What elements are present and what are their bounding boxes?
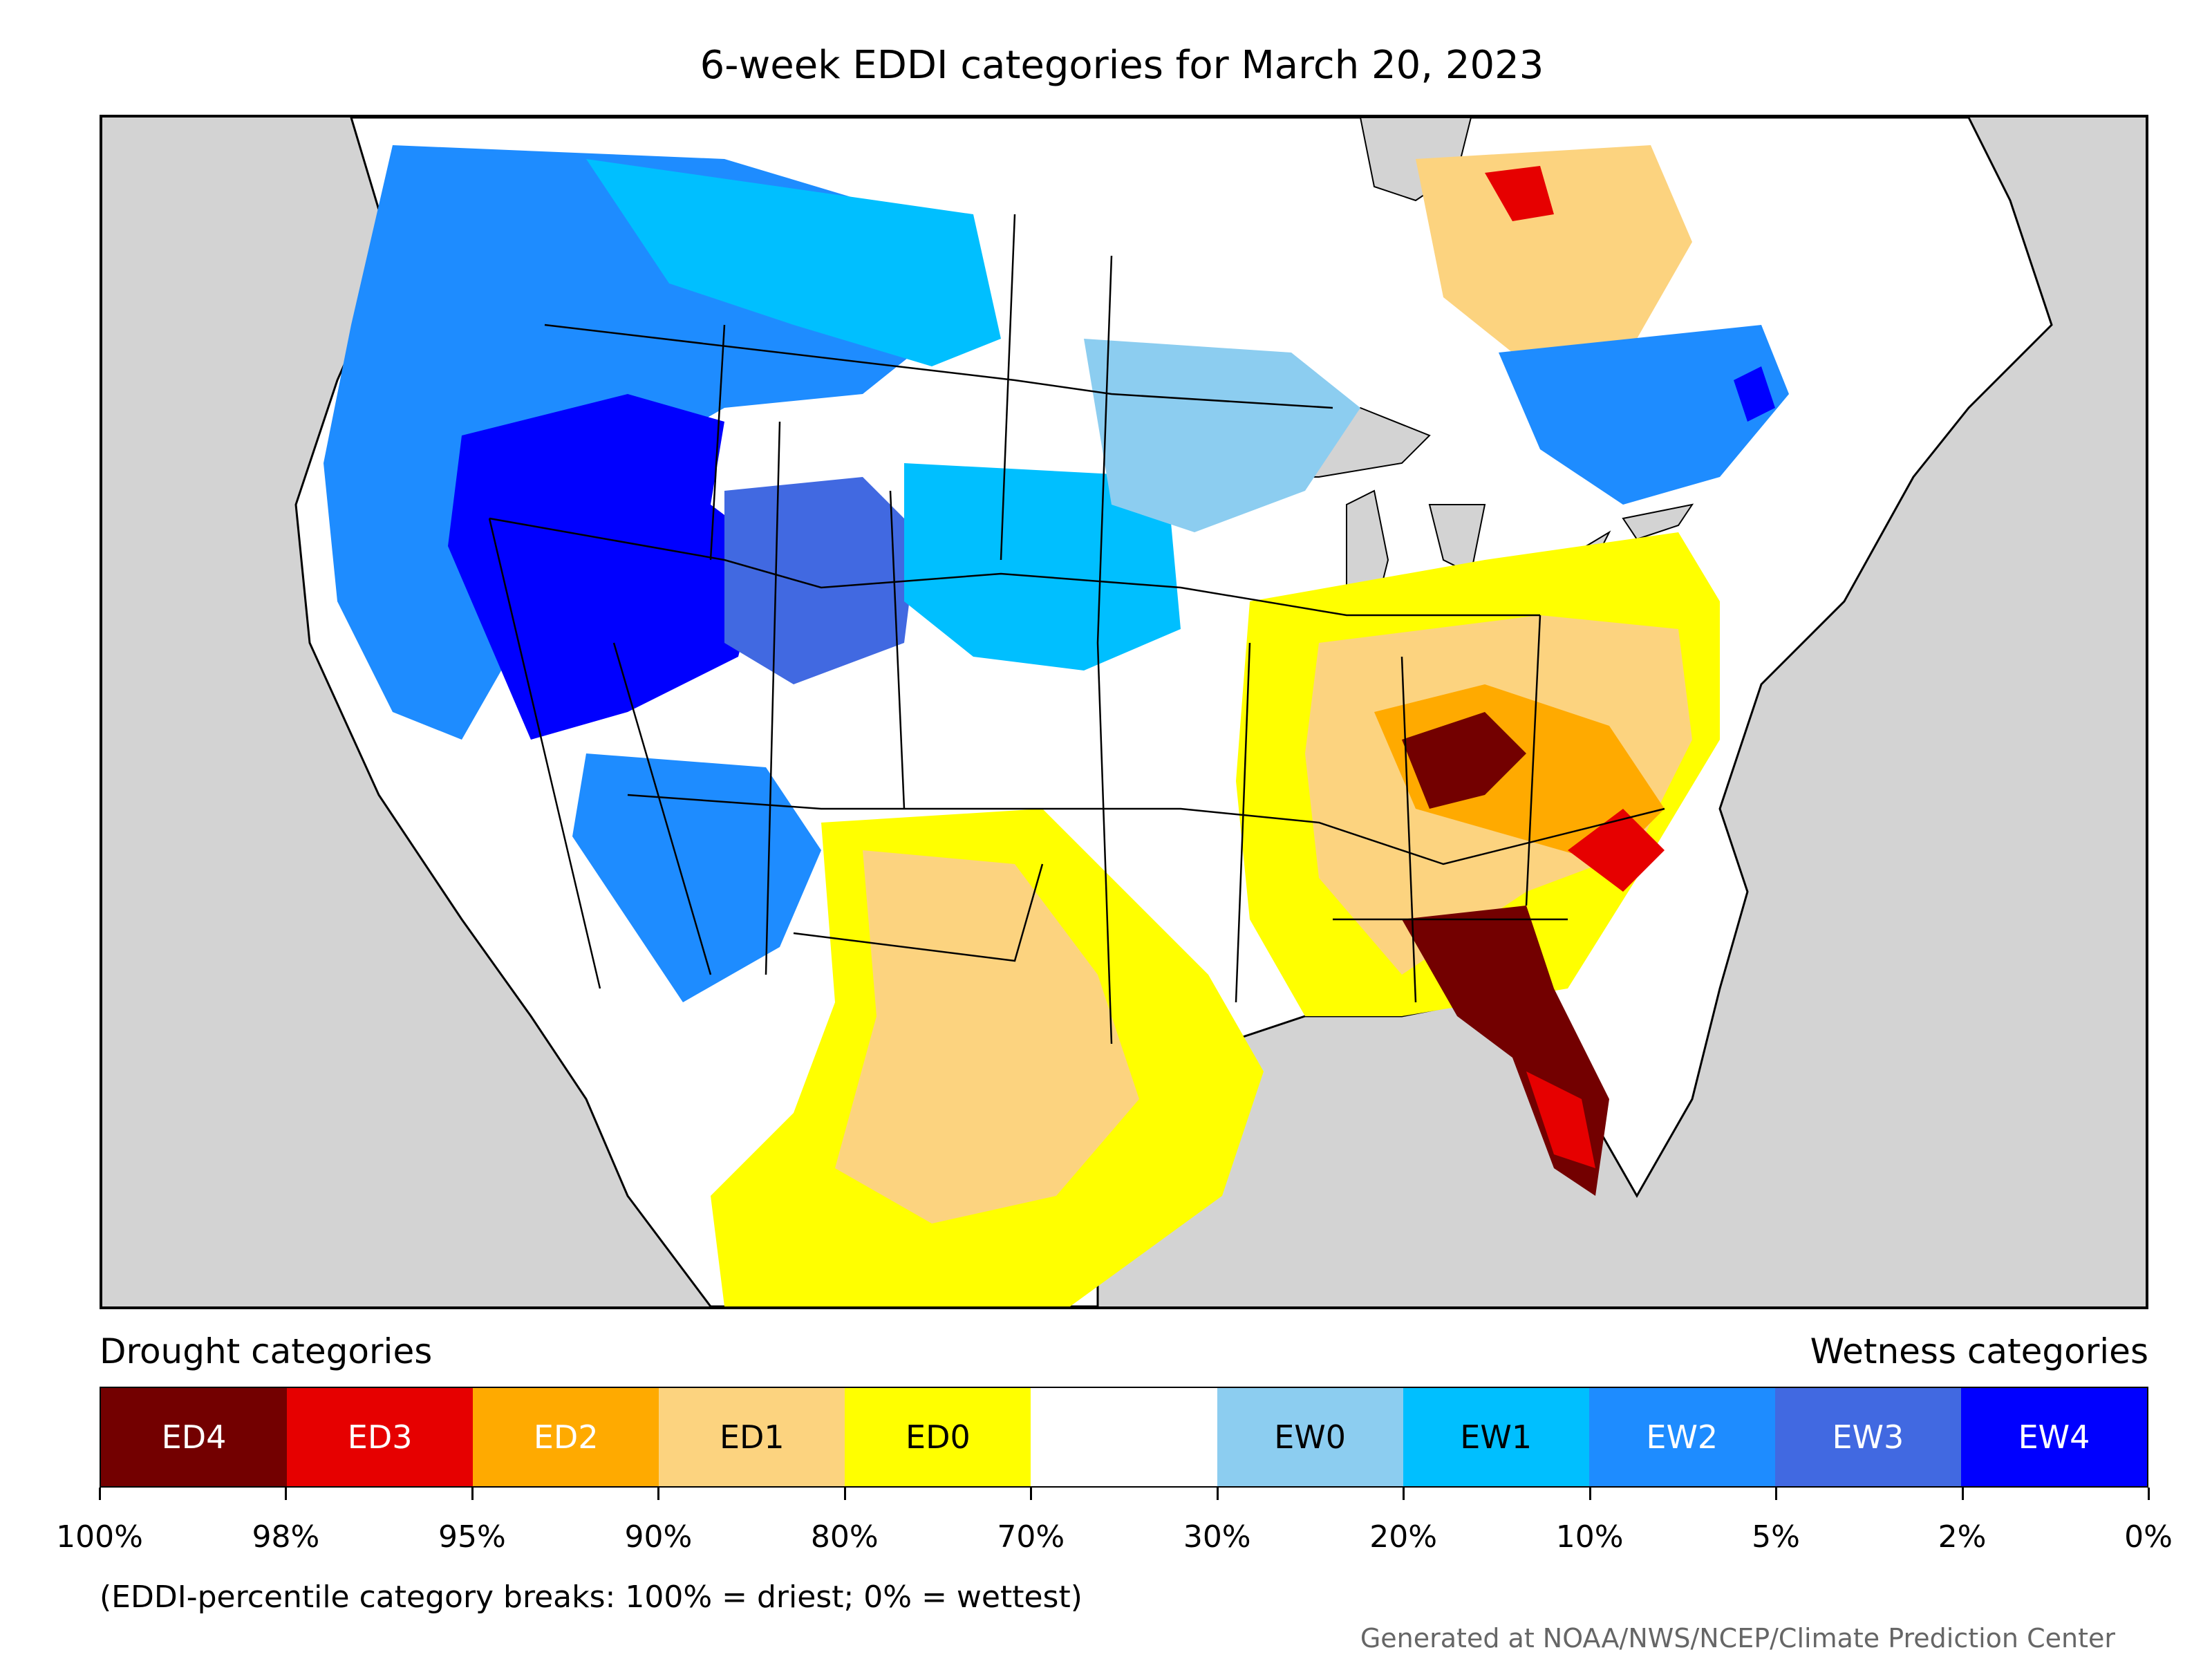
region-upper-midwest xyxy=(1084,339,1360,532)
colorbar-segment-ed4: ED4 xyxy=(101,1388,288,1486)
region-northern-rockies xyxy=(724,477,918,684)
tick-label: 100% xyxy=(56,1519,143,1555)
tick-mark xyxy=(99,1488,101,1500)
wetness-categories-heading: Wetness categories xyxy=(1810,1331,2148,1371)
tick-label: 20% xyxy=(1369,1519,1438,1555)
region-northern-plains xyxy=(904,463,1181,671)
colorbar-segment-ed1: ED1 xyxy=(659,1388,845,1486)
category-colorbar: ED4 ED3 ED2 ED1 ED0 EW0 EW1 EW2 EW3 EW4 xyxy=(100,1387,2148,1488)
tick-label: 98% xyxy=(252,1519,320,1555)
colorbar-segment-ed2: ED2 xyxy=(473,1388,659,1486)
tick-label: 30% xyxy=(1183,1519,1251,1555)
colorbar-segment-ed3: ED3 xyxy=(287,1388,474,1486)
credit-line: Generated at NOAA/NWS/NCEP/Climate Predi… xyxy=(1360,1623,2115,1653)
tick-label: 80% xyxy=(810,1519,879,1555)
tick-mark xyxy=(1775,1488,1778,1500)
region-southwest xyxy=(572,753,821,1002)
tick-label: 95% xyxy=(438,1519,506,1555)
region-nc-red xyxy=(1568,809,1665,892)
tick-label: 2% xyxy=(1938,1519,1987,1555)
drought-categories-heading: Drought categories xyxy=(100,1331,433,1371)
tick-mark xyxy=(1403,1488,1405,1500)
colorbar-segment-ed0: ED0 xyxy=(845,1388,1031,1486)
tick-mark xyxy=(1961,1488,1964,1500)
tick-mark xyxy=(1588,1488,1591,1500)
colorbar-segment-ew4: EW4 xyxy=(1960,1388,2148,1486)
region-kentucky-core xyxy=(1402,712,1526,809)
tick-mark xyxy=(657,1488,660,1500)
colorbar-segment-ew3: EW3 xyxy=(1774,1388,1961,1486)
tick-mark xyxy=(285,1488,288,1500)
tick-mark xyxy=(2148,1488,2150,1500)
category-note: (EDDI-percentile category breaks: 100% =… xyxy=(100,1580,1082,1615)
tick-mark xyxy=(843,1488,846,1500)
colorbar-segment-ew2: EW2 xyxy=(1588,1388,1775,1486)
eddi-map xyxy=(294,118,2053,1306)
tick-label: 10% xyxy=(1555,1519,1624,1555)
percentile-ticks: 100% 98% 95% 90% 80% 70% 30% 20% 10% 5% 2% 0% xyxy=(56,1488,2173,1555)
colorbar-segment-ew1: EW1 xyxy=(1403,1388,1589,1486)
region-new-england-blue xyxy=(1734,366,1775,422)
map-title: 6-week EDDI categories for March 20, 202… xyxy=(700,43,1544,88)
tick-label: 70% xyxy=(997,1519,1065,1555)
region-quebec-red xyxy=(1485,166,1554,221)
region-great-basin xyxy=(448,394,766,740)
map-panel xyxy=(100,115,2148,1309)
tick-label: 90% xyxy=(624,1519,693,1555)
tick-mark xyxy=(471,1488,474,1500)
region-quebec xyxy=(1416,145,1692,353)
region-florida-red xyxy=(1526,1071,1595,1168)
tick-label: 0% xyxy=(2124,1519,2173,1555)
tick-mark xyxy=(1030,1488,1033,1500)
region-texas xyxy=(835,850,1139,1224)
tick-mark xyxy=(1216,1488,1219,1500)
colorbar-segment-ew0: EW0 xyxy=(1217,1388,1403,1486)
region-new-england xyxy=(1499,325,1789,505)
colorbar-segment-neutral xyxy=(1031,1388,1217,1486)
state-boundaries xyxy=(488,214,1665,1044)
region-canadian-prairies xyxy=(586,159,1001,366)
tick-label: 5% xyxy=(1752,1519,1800,1555)
